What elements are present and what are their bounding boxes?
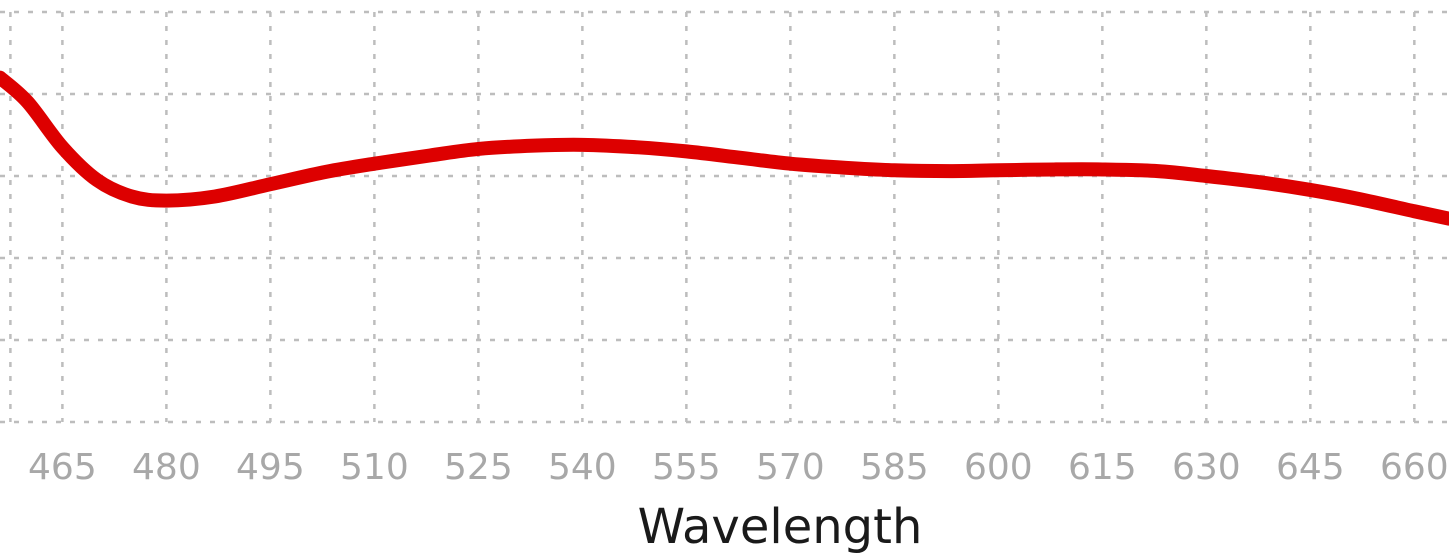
x-tick-label: 510: [340, 447, 409, 488]
x-tick-label: 600: [964, 447, 1033, 488]
x-tick-label: 525: [444, 447, 513, 488]
x-tick-label: 465: [28, 447, 97, 488]
x-tick-label: 495: [236, 447, 305, 488]
x-tick-label: 660: [1380, 447, 1449, 488]
series-layer: [0, 70, 1449, 226]
x-axis-ticks: 465 480 495 510 525 540 555 570 585 600 615 630 645 6…: [28, 447, 1449, 488]
x-tick-label: 630: [1172, 447, 1241, 488]
x-tick-label: 585: [860, 447, 929, 488]
series-line: [0, 70, 1449, 226]
x-tick-label: 645: [1276, 447, 1345, 488]
x-tick-label: 540: [548, 447, 617, 488]
x-axis-title: Wavelength: [638, 499, 923, 555]
x-tick-label: 570: [756, 447, 825, 488]
x-tick-label: 615: [1068, 447, 1137, 488]
grid: [0, 10, 1449, 424]
x-tick-label: 480: [132, 447, 201, 488]
x-tick-label: 555: [652, 447, 721, 488]
